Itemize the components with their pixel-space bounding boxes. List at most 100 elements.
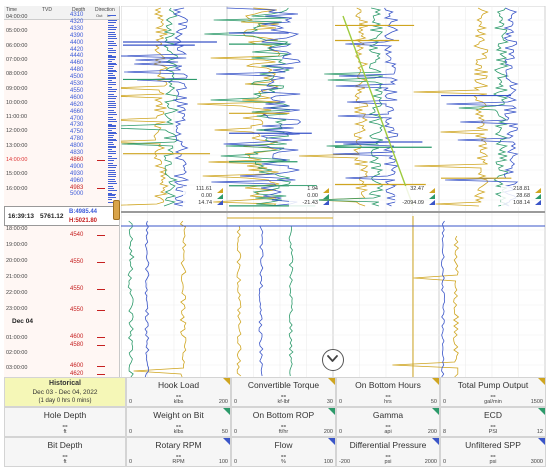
depth-time-column[interactable]: Time TVD Depth Direction Out In 04:00:00…: [4, 6, 120, 378]
cursor-time: 16:39:13: [8, 213, 35, 220]
direction-bar: [108, 183, 117, 185]
channel-title: Total Pump Output: [457, 380, 529, 390]
channel-title: On Bottom Hours: [355, 380, 421, 390]
track-readout: 32.47 -2094.09: [395, 186, 425, 207]
direction-bar: [108, 194, 116, 196]
direction-bar: [108, 56, 116, 58]
channel-max: 50: [430, 399, 437, 405]
series-color-marker: [217, 200, 223, 205]
channel-value: --: [280, 451, 287, 460]
direction-bar: [108, 201, 117, 203]
depth-tick: 4420: [70, 46, 84, 53]
direction-bar: [108, 139, 117, 141]
direction-bar: [108, 61, 113, 63]
channel-unit: PSI: [488, 429, 498, 435]
time-tick: 21:00:00: [6, 274, 28, 280]
series-color-marker: [429, 188, 435, 193]
depth-tick: 4600: [70, 334, 84, 340]
channel-convertible-torque[interactable]: Convertible Torque -- 0 kf-lbf 30: [231, 377, 336, 407]
readout-value: 1.94: [307, 186, 318, 192]
series-color-marker: [535, 188, 541, 193]
scroll-down-button[interactable]: [322, 349, 344, 371]
time-tick: 16:00:00: [6, 185, 28, 192]
channel-unit: api: [384, 429, 392, 435]
direction-bar: [108, 199, 113, 201]
series-color-marker: [323, 194, 329, 199]
time-tick: 15:00:00: [6, 171, 28, 178]
readout-value: 218.81: [513, 186, 530, 192]
channel-max: 30: [326, 399, 333, 405]
series-line: [121, 7, 180, 207]
channel-gamma[interactable]: Gamma -- 0 api 200: [336, 407, 440, 437]
channel-min: 0: [234, 429, 238, 435]
depth-tick: 4460: [70, 60, 84, 67]
direction-bar: [97, 310, 105, 311]
cursor-drag-handle[interactable]: [113, 200, 120, 220]
channel-differential-pressure[interactable]: Differential Pressure -- -200 psi 2000: [336, 437, 440, 467]
chevron-down-icon: [327, 355, 338, 362]
chart-tracks[interactable]: 111.61 0.00 14.74 1.94 0.00 -21.43 32.47 -2094…: [121, 6, 546, 378]
channel-ecd[interactable]: ECD -- 8 PSI 12: [440, 407, 546, 437]
direction-bar: [108, 77, 117, 79]
depth-tick: 4600: [70, 94, 84, 101]
channel-max: 200: [218, 399, 228, 405]
direction-bar: [97, 235, 105, 236]
channel-hook-load[interactable]: Hook Load -- 0 klbs 200: [126, 377, 231, 407]
series-line: [392, 235, 460, 378]
channel-min: -200: [339, 459, 351, 465]
channel-unit: gal/min: [484, 399, 502, 405]
cursor-readout[interactable]: 16:39:13 5761.12 B:4985.44 H:5021.80: [4, 206, 119, 226]
channel-rotary-rpm[interactable]: Rotary RPM -- 0 RPM 100: [126, 437, 231, 467]
series-color-marker: [223, 438, 230, 445]
direction-bar: [108, 185, 114, 187]
series-color-marker: [432, 378, 439, 385]
direction-bar: [108, 49, 115, 51]
channel-weight-on-bit[interactable]: Weight on Bit -- 0 klbs 50: [126, 407, 231, 437]
tracks-canvas[interactable]: [121, 6, 546, 378]
direction-bar: [108, 22, 114, 24]
readout-value: [396, 193, 424, 200]
depth-tick: 4580: [70, 342, 84, 348]
direction-bar: [108, 24, 114, 26]
depth-tick: 4860: [70, 156, 84, 163]
depth-tick: 4830: [70, 150, 84, 156]
time-tick: 02:00:00: [6, 350, 28, 356]
channel-unit: klbs: [173, 399, 184, 405]
series-line: [144, 220, 150, 378]
channel-value: --: [385, 451, 391, 460]
direction-bar: [108, 137, 113, 139]
channel-total-pump-output[interactable]: Total Pump Output -- 0 gal/min 1500: [440, 377, 546, 407]
historical-range-box[interactable]: Historical Dec 03 - Dec 04, 2022 (1 day …: [4, 377, 126, 407]
channel-title: Convertible Torque: [247, 380, 320, 390]
time-tick: 13:00:00: [6, 142, 28, 149]
direction-bar: [97, 374, 105, 375]
channel-unit: RPM: [172, 459, 185, 465]
series-line: [445, 7, 519, 207]
channel-min: 0: [234, 399, 238, 405]
series-line: [236, 225, 242, 377]
direction-bar: [108, 102, 116, 104]
channel-flow[interactable]: Flow -- 0% 100: [231, 437, 336, 467]
channel-max: 200: [323, 429, 333, 435]
channel-value: --: [62, 451, 68, 460]
channel-title: On Bottom ROP: [252, 410, 315, 420]
direction-bar: [108, 59, 116, 61]
track-readout: 218.81 28.68 108.14: [501, 186, 531, 207]
channel-on-bottom-rop[interactable]: On Bottom ROP -- 0 ft/hr 200: [231, 407, 336, 437]
direction-bar: [108, 107, 117, 109]
series-line: [458, 7, 510, 207]
channel-unfiltered-spp[interactable]: Unfiltered SPP -- 0 psi 3000: [440, 437, 546, 467]
channel-on-bottom-hours[interactable]: On Bottom Hours -- 0 hrs 50: [336, 377, 440, 407]
channel-bit-depth[interactable]: Bit Depth -- ft: [4, 437, 126, 467]
time-tick: 18:00:00: [6, 226, 28, 232]
depth-tick: 4530: [70, 81, 84, 87]
depth-tick: 4780: [70, 136, 84, 143]
depth-tick: 4550: [70, 259, 84, 265]
depth-tick: 4480: [70, 67, 84, 74]
series-color-marker: [432, 438, 439, 445]
channel-hole-depth[interactable]: Hole Depth -- ft: [4, 407, 126, 437]
depth-tick: 4500: [70, 74, 84, 81]
series-line: [258, 225, 264, 377]
direction-bar: [108, 52, 117, 54]
